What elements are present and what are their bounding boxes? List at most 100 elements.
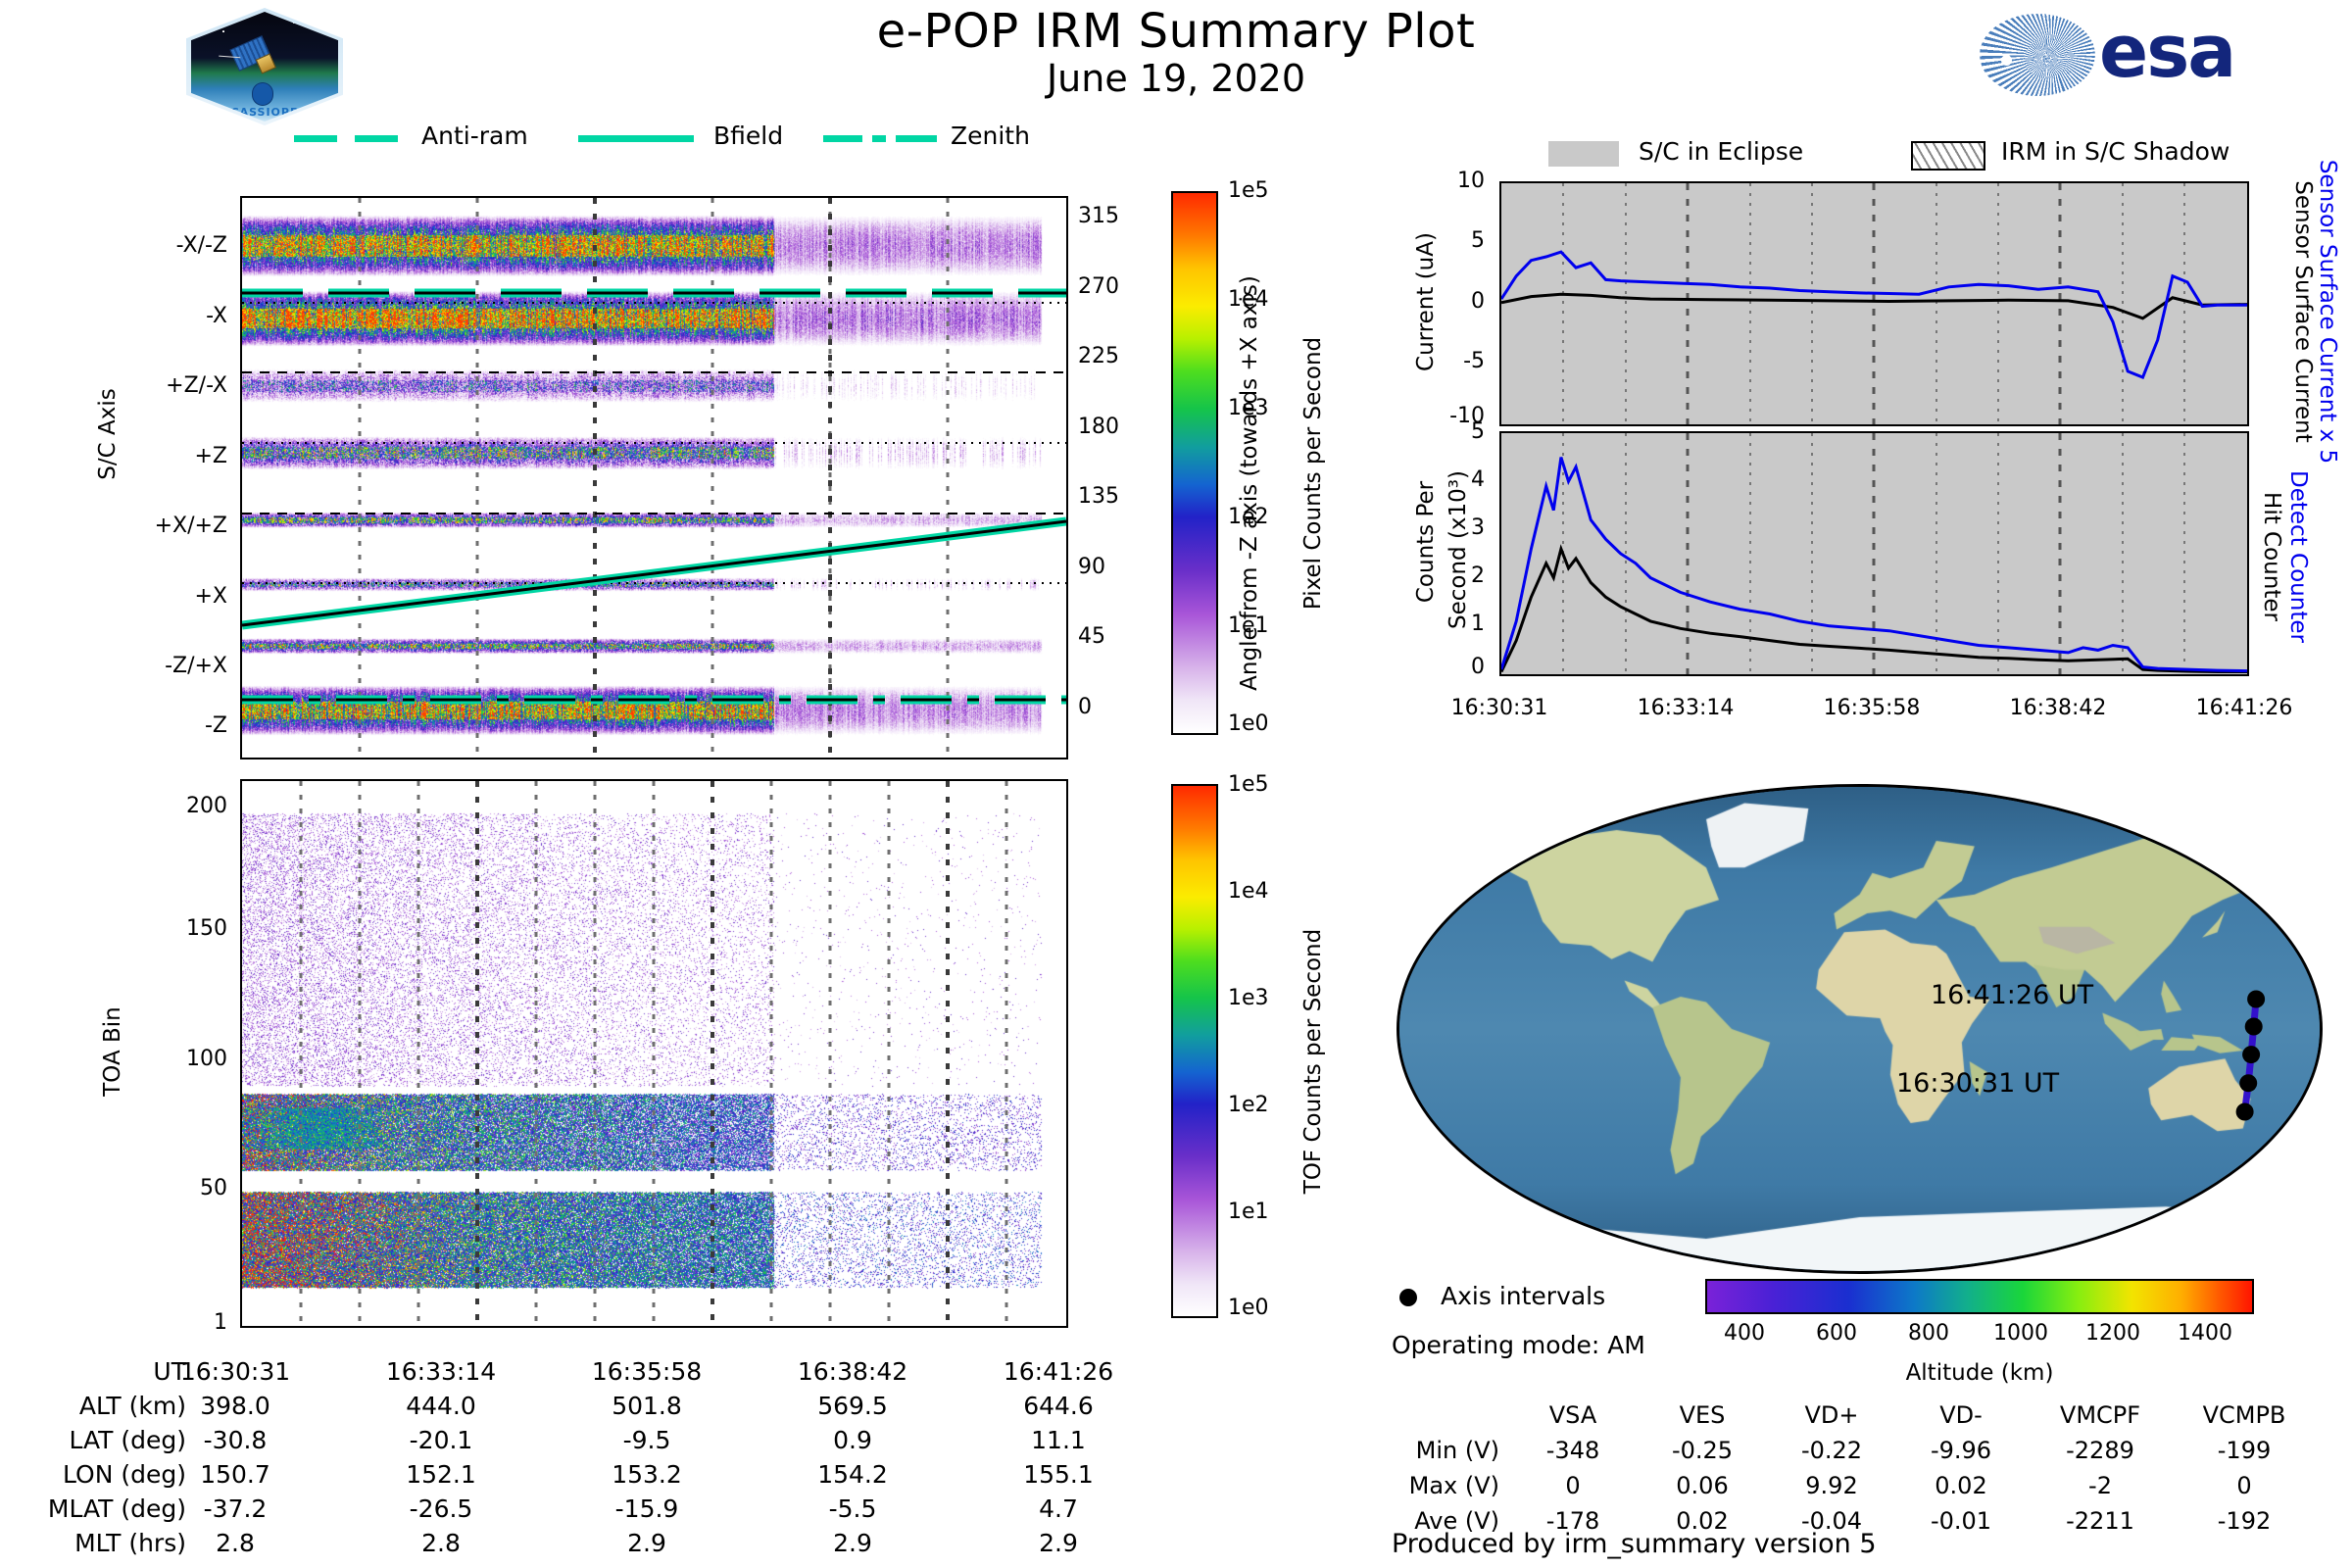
toa-bin-spectrogram-plot (240, 779, 1068, 1328)
eph-lon-2: 153.2 (612, 1460, 682, 1489)
ytick-angle-5: 90 (1078, 555, 1105, 579)
ytick-cur-0: -10 (1449, 404, 1485, 428)
alt-tick-2: 800 (1908, 1321, 1949, 1346)
legend-label-eclipse: S/C in Eclipse (1639, 137, 1804, 166)
eph-row-label-0: UT (153, 1357, 186, 1386)
eph-row-label-4: MLAT (deg) (47, 1494, 186, 1523)
ytick-cps-3: 3 (1471, 515, 1485, 540)
legend-swatch-eclipse (1548, 141, 1619, 167)
eclipse-legend: S/C in Eclipse IRM in S/C Shadow (1548, 137, 2332, 171)
ytick-toa-4: 200 (186, 794, 227, 818)
alt-tick-3: 1000 (1993, 1321, 2048, 1346)
cps-right-label-blue: Detect Counter (2285, 470, 2311, 643)
ytick-angle-6: 45 (1078, 624, 1105, 649)
ytick-toa-1: 50 (200, 1176, 227, 1200)
alt-tick-0: 400 (1724, 1321, 1765, 1346)
orbit-interval-marker (2239, 1074, 2258, 1093)
orbit-interval-marker (2247, 990, 2266, 1008)
eph-mlt-1: 2.8 (421, 1529, 461, 1557)
volt-col-5: VCMPB (2202, 1401, 2286, 1429)
eph-mlt-0: 2.8 (216, 1529, 255, 1557)
eph-mlt-4: 2.9 (1039, 1529, 1078, 1557)
volt-row-label-1: Max (V) (1408, 1472, 1499, 1499)
xtick-r-2: 16:35:58 (1823, 696, 1921, 720)
eph-lat-2: -9.5 (622, 1426, 671, 1454)
orbit-interval-marker (2235, 1102, 2254, 1121)
eph-alt-2: 501.8 (612, 1392, 682, 1420)
cassiope-badge-label: CASSIOPE (230, 106, 299, 119)
eph-alt-0: 398.0 (200, 1392, 270, 1420)
eph-ut-3: 16:38:42 (797, 1357, 908, 1386)
ytick-sc-2: +Z/-X (166, 373, 227, 398)
current-right-label-blue: Sensor Surface Current x 5 (2315, 159, 2340, 465)
eph-lon-3: 154.2 (817, 1460, 888, 1489)
sc-axis-spectrogram-plot (240, 196, 1068, 760)
cb1-tick-5: 1e5 (1228, 178, 1269, 203)
axis-interval-marker-icon (1399, 1289, 1417, 1306)
cb2-tick-0: 1e0 (1228, 1296, 1269, 1320)
ytick-cur-4: 10 (1457, 169, 1485, 193)
ytick-angle-1: 270 (1078, 274, 1119, 299)
esa-mark-icon (1980, 14, 2095, 96)
ytick-cur-3: 5 (1471, 228, 1485, 253)
eph-mlt-2: 2.9 (627, 1529, 666, 1557)
eph-ut-2: 16:35:58 (591, 1357, 703, 1386)
volt-ave-5: -192 (2217, 1507, 2272, 1535)
volt-max-2: 9.92 (1805, 1472, 1858, 1499)
eph-mlat-0: -37.2 (203, 1494, 268, 1523)
legend-swatch-bfield (578, 135, 694, 142)
eph-lon-1: 152.1 (406, 1460, 476, 1489)
eph-row-label-1: ALT (km) (78, 1392, 186, 1420)
eph-alt-4: 644.6 (1023, 1392, 1094, 1420)
cb1-tick-1: 1e1 (1228, 613, 1269, 638)
eph-mlat-4: 4.7 (1039, 1494, 1078, 1523)
eph-lat-3: 0.9 (833, 1426, 872, 1454)
ytick-cur-1: -5 (1463, 349, 1485, 373)
eph-lat-4: 11.1 (1031, 1426, 1086, 1454)
legend-label-zenith: Zenith (951, 122, 1030, 150)
volt-row-label-0: Min (V) (1415, 1437, 1499, 1464)
eph-lat-0: -30.8 (203, 1426, 268, 1454)
legend-swatch-zenith (823, 135, 937, 142)
volt-col-1: VES (1679, 1401, 1726, 1429)
xtick-r-4: 16:41:26 (2195, 696, 2293, 720)
pixel-counts-colorbar (1171, 191, 1218, 735)
volt-min-3: -9.96 (1930, 1437, 1992, 1464)
pixel-counts-colorbar-label: Pixel Counts per Second (1300, 336, 1326, 611)
eph-ut-0: 16:30:31 (179, 1357, 291, 1386)
page-title: e-POP IRM Summary Plot (876, 4, 1476, 59)
volt-max-0: 0 (1565, 1472, 1581, 1499)
volt-min-5: -199 (2217, 1437, 2272, 1464)
altitude-colorbar (1705, 1279, 2254, 1314)
ytick-angle-7: 0 (1078, 695, 1092, 719)
eph-lon-4: 155.1 (1023, 1460, 1094, 1489)
eph-lon-0: 150.7 (200, 1460, 270, 1489)
ytick-angle-4: 135 (1078, 484, 1119, 509)
altitude-colorbar-label: Altitude (km) (1905, 1360, 2054, 1386)
ytick-toa-0: 1 (214, 1310, 227, 1335)
eph-ut-4: 16:41:26 (1003, 1357, 1114, 1386)
volt-ave-4: -2211 (2066, 1507, 2134, 1535)
ytick-toa-2: 100 (186, 1047, 227, 1071)
eph-mlat-3: -5.5 (828, 1494, 877, 1523)
map-end-time-label: 16:41:26 UT (1931, 980, 2094, 1010)
tof-counts-colorbar (1171, 784, 1218, 1318)
volt-min-0: -348 (1545, 1437, 1600, 1464)
attitude-legend: Anti-ram Bfield Zenith (235, 122, 1030, 155)
volt-ave-3: -0.01 (1930, 1507, 1992, 1535)
cassiope-mission-badge-icon: CASSIOPE (186, 8, 343, 125)
xtick-r-1: 16:33:14 (1637, 696, 1735, 720)
volt-max-1: 0.06 (1676, 1472, 1729, 1499)
esa-logo: esa (1980, 10, 2332, 100)
orbit-interval-marker (2242, 1046, 2261, 1064)
legend-swatch-shadow (1911, 141, 1985, 171)
volt-max-5: 0 (2236, 1472, 2252, 1499)
eph-ut-1: 16:33:14 (385, 1357, 497, 1386)
map-start-time-label: 16:30:31 UT (1896, 1068, 2060, 1099)
cb1-tick-0: 1e0 (1228, 711, 1269, 736)
cb2-tick-1: 1e1 (1228, 1200, 1269, 1224)
toa-bin-ylabel: TOA Bin (100, 1006, 125, 1097)
ytick-toa-3: 150 (186, 916, 227, 941)
eph-alt-1: 444.0 (406, 1392, 476, 1420)
cb2-tick-4: 1e4 (1228, 879, 1269, 904)
